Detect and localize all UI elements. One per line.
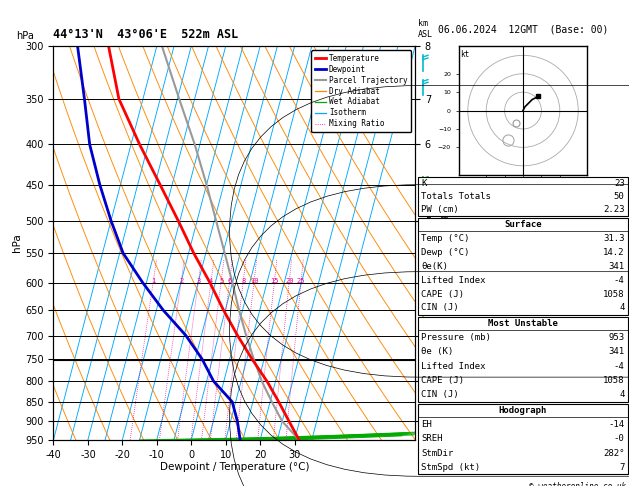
Text: 3: 3 bbox=[196, 278, 201, 284]
Text: 341: 341 bbox=[608, 261, 625, 271]
Text: 4: 4 bbox=[209, 278, 213, 284]
Text: CIN (J): CIN (J) bbox=[421, 303, 459, 312]
Text: Mixing Ratio (g/kg): Mixing Ratio (g/kg) bbox=[440, 195, 449, 291]
Text: CAPE (J): CAPE (J) bbox=[421, 376, 464, 385]
Text: PW (cm): PW (cm) bbox=[421, 205, 459, 214]
Text: 4: 4 bbox=[619, 303, 625, 312]
Text: -4: -4 bbox=[614, 362, 625, 371]
Text: 15: 15 bbox=[270, 278, 279, 284]
Legend: Temperature, Dewpoint, Parcel Trajectory, Dry Adiabat, Wet Adiabat, Isotherm, Mi: Temperature, Dewpoint, Parcel Trajectory… bbox=[311, 50, 411, 132]
Text: hPa: hPa bbox=[16, 31, 33, 41]
Text: 14.2: 14.2 bbox=[603, 248, 625, 257]
Text: kt: kt bbox=[460, 50, 470, 59]
Text: km
ASL: km ASL bbox=[418, 19, 433, 39]
Text: 23: 23 bbox=[614, 179, 625, 188]
Text: SREH: SREH bbox=[421, 434, 443, 443]
Text: θe (K): θe (K) bbox=[421, 347, 454, 356]
Text: 5: 5 bbox=[219, 278, 223, 284]
Text: 10: 10 bbox=[250, 278, 259, 284]
Text: K: K bbox=[421, 179, 427, 188]
Text: Dewp (°C): Dewp (°C) bbox=[421, 248, 470, 257]
Text: Lifted Index: Lifted Index bbox=[421, 362, 486, 371]
Text: CIN (J): CIN (J) bbox=[421, 390, 459, 399]
Text: LCL: LCL bbox=[421, 356, 437, 365]
Text: 282°: 282° bbox=[603, 449, 625, 457]
Text: Most Unstable: Most Unstable bbox=[488, 319, 558, 328]
Text: 50: 50 bbox=[614, 192, 625, 201]
Y-axis label: hPa: hPa bbox=[13, 234, 23, 252]
Text: 2: 2 bbox=[179, 278, 183, 284]
Text: 31.3: 31.3 bbox=[603, 234, 625, 243]
Text: 341: 341 bbox=[608, 347, 625, 356]
Text: 1: 1 bbox=[151, 278, 155, 284]
Text: Lifted Index: Lifted Index bbox=[421, 276, 486, 285]
Text: -4: -4 bbox=[614, 276, 625, 285]
Text: -14: -14 bbox=[608, 420, 625, 429]
Text: θe(K): θe(K) bbox=[421, 261, 448, 271]
Text: Hodograph: Hodograph bbox=[499, 406, 547, 415]
X-axis label: Dewpoint / Temperature (°C): Dewpoint / Temperature (°C) bbox=[160, 462, 309, 472]
Text: 8: 8 bbox=[241, 278, 245, 284]
Text: CAPE (J): CAPE (J) bbox=[421, 290, 464, 298]
Text: StmSpd (kt): StmSpd (kt) bbox=[421, 463, 481, 472]
Text: 25: 25 bbox=[297, 278, 305, 284]
Text: Pressure (mb): Pressure (mb) bbox=[421, 333, 491, 342]
Text: Totals Totals: Totals Totals bbox=[421, 192, 491, 201]
Text: 2.23: 2.23 bbox=[603, 205, 625, 214]
Text: StmDir: StmDir bbox=[421, 449, 454, 457]
Text: 44°13'N  43°06'E  522m ASL: 44°13'N 43°06'E 522m ASL bbox=[53, 28, 239, 41]
Text: 1058: 1058 bbox=[603, 290, 625, 298]
Text: 953: 953 bbox=[608, 333, 625, 342]
Text: 6: 6 bbox=[228, 278, 231, 284]
Text: Temp (°C): Temp (°C) bbox=[421, 234, 470, 243]
Text: 20: 20 bbox=[285, 278, 294, 284]
Text: EH: EH bbox=[421, 420, 432, 429]
Text: 4: 4 bbox=[619, 390, 625, 399]
Text: © weatheronline.co.uk: © weatheronline.co.uk bbox=[529, 482, 626, 486]
Text: Surface: Surface bbox=[504, 220, 542, 229]
Text: -0: -0 bbox=[614, 434, 625, 443]
Text: 1058: 1058 bbox=[603, 376, 625, 385]
Text: 06.06.2024  12GMT  (Base: 00): 06.06.2024 12GMT (Base: 00) bbox=[438, 24, 608, 34]
Text: 7: 7 bbox=[619, 463, 625, 472]
